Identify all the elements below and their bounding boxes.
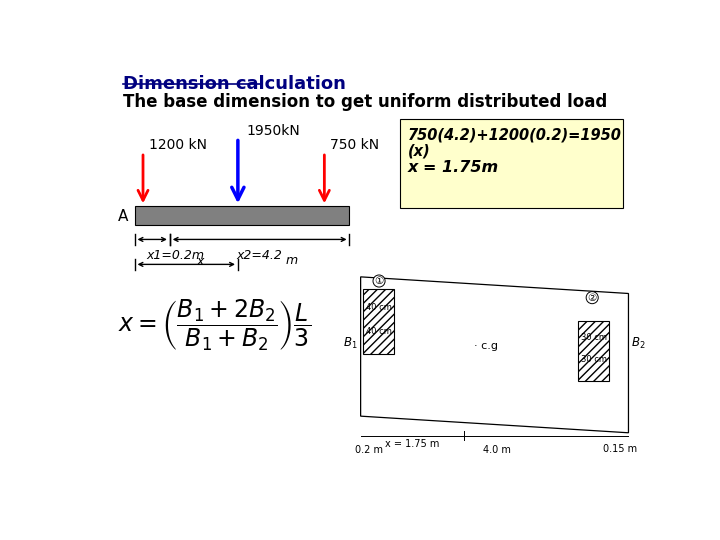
Bar bbox=[135, 206, 349, 225]
Text: 1200 kN: 1200 kN bbox=[148, 138, 207, 152]
Text: 0.2 m: 0.2 m bbox=[355, 445, 383, 455]
Text: x = 1.75 m: x = 1.75 m bbox=[385, 439, 440, 449]
Text: x2=4.2: x2=4.2 bbox=[237, 248, 282, 261]
Text: m: m bbox=[286, 254, 298, 267]
Text: 0.15 m: 0.15 m bbox=[603, 444, 637, 454]
Text: $x = \left(\dfrac{B_1 + 2B_2}{B_1 + B_2}\right)\dfrac{L}{3}$: $x = \left(\dfrac{B_1 + 2B_2}{B_1 + B_2}… bbox=[118, 298, 311, 353]
Bar bbox=[400, 119, 623, 208]
Text: ②: ② bbox=[588, 293, 597, 302]
Text: 30 cm: 30 cm bbox=[580, 355, 606, 364]
Text: 30 cm: 30 cm bbox=[580, 333, 606, 342]
Text: 40 cm: 40 cm bbox=[366, 327, 392, 336]
Text: 750 kN: 750 kN bbox=[330, 138, 379, 152]
Text: x1=0.2m: x1=0.2m bbox=[147, 248, 204, 261]
Bar bbox=[578, 321, 609, 381]
Text: 40 cm: 40 cm bbox=[366, 303, 392, 312]
Text: (x): (x) bbox=[408, 144, 431, 159]
Text: 1950kN: 1950kN bbox=[246, 124, 300, 138]
Text: x = 1.75m: x = 1.75m bbox=[408, 160, 499, 176]
Text: $B_2$: $B_2$ bbox=[631, 336, 646, 351]
Bar bbox=[364, 289, 394, 354]
Text: Dimension calculation: Dimension calculation bbox=[124, 75, 346, 93]
Text: The base dimension to get uniform distributed load: The base dimension to get uniform distri… bbox=[124, 93, 608, 111]
Text: ①: ① bbox=[374, 276, 384, 286]
Text: 750(4.2)+1200(0.2)=1950: 750(4.2)+1200(0.2)=1950 bbox=[408, 127, 622, 142]
Text: 4.0 m: 4.0 m bbox=[483, 445, 511, 455]
Text: A: A bbox=[117, 209, 128, 224]
Text: $B_1$: $B_1$ bbox=[343, 336, 358, 351]
Text: · c.g: · c.g bbox=[474, 341, 498, 352]
Text: x: x bbox=[197, 255, 204, 268]
